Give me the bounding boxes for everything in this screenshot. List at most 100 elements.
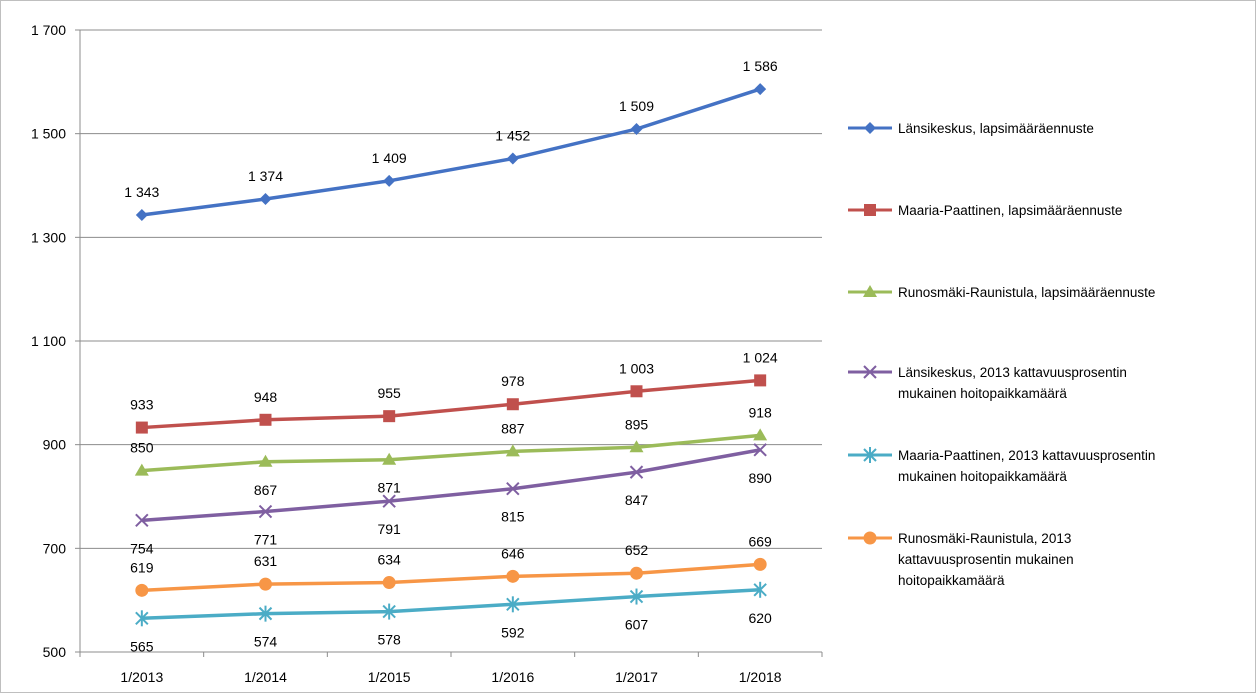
data-label: 918 [748,404,772,420]
data-label: 1 024 [743,349,778,365]
y-tick-label: 1 700 [31,22,66,38]
data-label: 619 [130,559,154,575]
data-point [754,83,767,96]
x-tick-label: 1/2015 [368,669,411,685]
data-label: 771 [254,532,278,548]
data-point [382,494,396,508]
data-label: 955 [377,385,401,401]
data-point [753,581,767,598]
y-tick-label: 700 [43,540,67,556]
legend-item[interactable]: Runosmäki-Raunistula, 2013 kattavuusprose… [848,531,1074,588]
data-point [506,569,520,583]
legend-marker [863,365,877,379]
data-label: 887 [501,420,525,436]
x-tick-label: 1/2017 [615,669,658,685]
data-point [630,566,643,580]
y-tick-label: 1 300 [31,229,66,245]
data-point [135,513,149,528]
data-point [753,443,767,457]
data-labels: 1 343 1 374 1 409 1 452 1 509 1 586 933 948 955 9… [124,58,778,654]
marker-stroke [629,465,644,479]
data-label: 607 [625,617,649,633]
legend-marker [863,447,877,463]
data-label: 652 [625,542,649,558]
marker-stroke [258,504,273,519]
data-point [383,410,396,423]
legend-label: mukainen hoitopaikkamäärä [898,386,1067,401]
data-label: 890 [748,470,772,486]
data-label: 948 [254,389,278,405]
data-label: 871 [377,480,401,496]
data-point [258,605,273,622]
data-point [259,413,272,426]
legend-label: Maaria-Paattinen, 2013 kattavuusprosenti… [898,448,1155,463]
data-point [630,123,643,136]
data-point [258,504,273,519]
series-line [141,562,761,593]
legend-marker [863,531,877,545]
data-label: 1 509 [619,98,654,114]
x-tick-label: 1/2014 [244,669,287,685]
data-point [506,482,520,496]
legend-marker [864,204,876,216]
data-label: 1 374 [248,168,283,184]
data-label: 815 [501,509,525,525]
legend-label: hoitopaikkamäärä [898,573,1005,588]
data-label: 634 [377,552,401,568]
data-point [259,577,272,591]
x-tick-label: 1/2016 [491,669,534,685]
data-point [629,588,644,605]
data-label: 1 003 [619,360,654,376]
data-point [629,440,644,453]
legend-label: Länsikeskus, 2013 kattavuusprosentin [898,365,1127,380]
legend-item[interactable]: Länsikeskus, lapsimääräennuste [848,121,1094,136]
legend-label: Länsikeskus, lapsimääräennuste [898,121,1094,136]
data-label: 578 [377,632,401,648]
x-axis: 1/2013 1/2014 1/2015 1/2016 1/2017 1/2018 [79,651,823,685]
data-point [134,463,149,476]
data-point [135,209,148,222]
data-label: 631 [254,553,278,569]
y-tick-label: 500 [43,644,67,660]
data-label: 1 586 [743,58,778,74]
data-point [754,374,767,387]
legend-item[interactable]: Länsikeskus, 2013 kattavuusprosentin muka… [848,365,1127,401]
legend-item[interactable]: Maaria-Paattinen, lapsimääräennuste [848,203,1122,218]
data-label: 867 [254,482,278,498]
data-point [630,385,643,398]
legend-marker [863,285,877,297]
data-label: 978 [501,373,525,389]
legend-marker [864,122,876,134]
legend-item[interactable]: Runosmäki-Raunistula, lapsimääräennuste [848,285,1155,300]
data-point [258,454,273,467]
data-point [753,428,768,441]
data-point [506,152,519,165]
gridlines [80,29,822,653]
data-point [753,557,767,571]
legend-item[interactable]: Maaria-Paattinen, 2013 kattavuusprosenti… [848,447,1155,484]
series-line [141,588,761,621]
x-tick-label: 1/2013 [120,669,163,685]
series-line [141,87,761,217]
y-tick-label: 1 100 [31,333,66,349]
data-label: 850 [130,440,154,456]
plot-series [134,83,768,627]
data-label: 754 [130,540,154,556]
legend-label: Runosmäki-Raunistula, lapsimääräennuste [898,285,1155,300]
data-point [259,192,272,205]
data-label: 574 [254,634,278,650]
data-label: 933 [130,397,154,413]
data-label: 1 452 [495,128,530,144]
data-label: 847 [625,492,649,508]
x-tick-label: 1/2018 [739,669,782,685]
data-label: 1 409 [372,150,407,166]
y-tick-label: 1 500 [31,126,66,142]
series-line [141,433,761,473]
data-point [506,596,520,613]
series-line [141,378,761,430]
legend[interactable]: Länsikeskus, lapsimääräennuste Maaria-Paa… [848,121,1155,588]
data-point [382,603,396,620]
data-label: 646 [501,545,525,561]
legend-label: mukainen hoitopaikkamäärä [898,469,1067,484]
